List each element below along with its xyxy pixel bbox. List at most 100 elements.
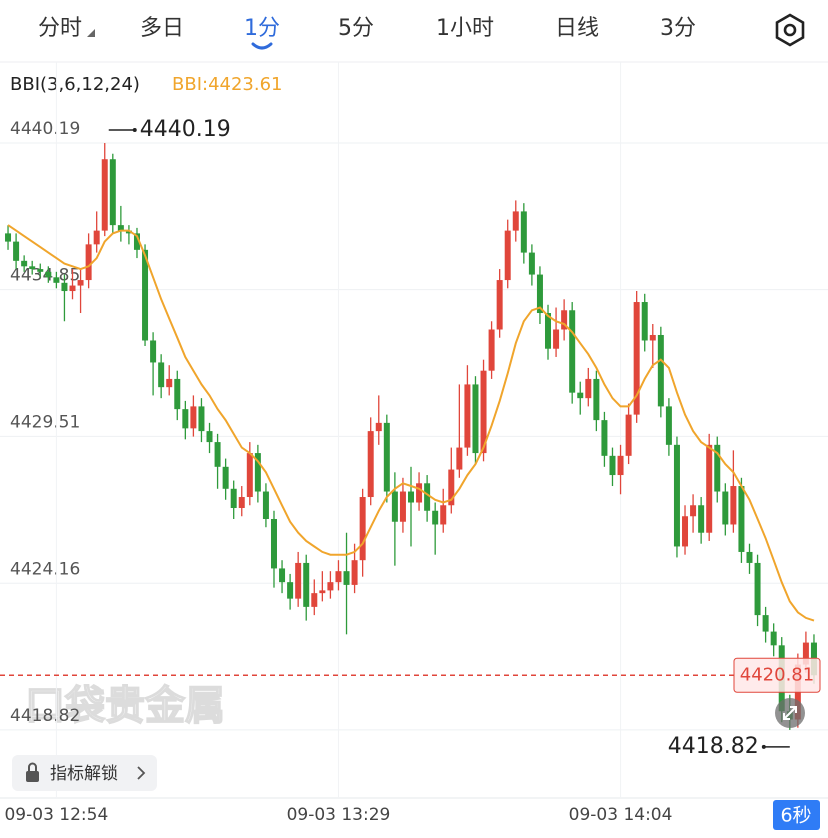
lock-body: [26, 771, 39, 782]
candle-body: [730, 486, 737, 525]
candle-body: [754, 562, 761, 616]
candle-body: [464, 384, 471, 448]
candle-body: [262, 491, 269, 519]
candle-body: [456, 447, 463, 470]
high-marker-label: 4440.19: [140, 117, 231, 142]
last-price-label: 4420.81: [740, 664, 814, 685]
candle-body: [416, 483, 423, 503]
badge-bg: [773, 800, 820, 830]
candle-body: [673, 444, 680, 547]
candle-body: [609, 455, 616, 476]
candle-body: [593, 378, 600, 421]
candle-body: [762, 615, 769, 632]
candle-body: [520, 211, 527, 253]
candle-body: [295, 562, 302, 599]
candle-body: [101, 159, 108, 231]
candle-body: [206, 431, 213, 443]
candle-body: [657, 334, 664, 407]
active-tab-indicator: [251, 42, 273, 50]
x-tick-label: 09-03 13:29: [287, 805, 391, 825]
candle-body: [45, 271, 52, 278]
candle-body: [279, 568, 286, 583]
candle-body: [93, 230, 100, 245]
candle-body: [617, 455, 624, 476]
candle-body: [367, 431, 374, 498]
dropdown-triangle: [87, 29, 95, 37]
candle-body: [714, 444, 721, 492]
candle-body: [13, 241, 20, 261]
candle-body: [287, 582, 294, 599]
candle-body: [311, 593, 318, 607]
candle-body: [214, 442, 221, 467]
tab[interactable]: 多日: [140, 16, 184, 41]
candle-body: [408, 491, 414, 503]
candle-body: [270, 518, 277, 569]
candle-body: [480, 370, 487, 454]
candle-body: [158, 362, 165, 388]
candle-body: [69, 285, 76, 292]
refresh-badge: 6秒: [773, 800, 820, 830]
candle-body: [641, 302, 648, 341]
candle-body: [432, 510, 439, 525]
lock-button[interactable]: 指标解锁: [12, 755, 157, 791]
candle-body: [706, 444, 713, 533]
settings-icon[interactable]: [775, 13, 805, 47]
settings-hexagon: [775, 13, 805, 47]
candle-body: [770, 631, 777, 646]
watermark: 口袋贵金属: [25, 683, 225, 729]
candle-body: [649, 334, 656, 341]
last-price-box: [733, 657, 821, 693]
candle-body: [553, 329, 560, 349]
candle-body: [335, 571, 342, 583]
tab[interactable]: 5分: [338, 16, 374, 41]
candle-body: [182, 409, 189, 429]
candle-body: [528, 252, 535, 275]
tab[interactable]: 1小时: [436, 16, 494, 41]
tab[interactable]: 日线: [555, 16, 599, 41]
candle-body: [125, 230, 132, 234]
candle-body: [53, 277, 60, 283]
candle-body: [625, 414, 632, 456]
candle-body: [690, 505, 697, 517]
candle-body: [222, 466, 229, 489]
candle-body: [802, 642, 809, 665]
candle-body: [230, 488, 237, 509]
candle-body: [5, 233, 12, 242]
lock-shackle: [28, 762, 37, 771]
indicator-name: BBI(3,6,12,24): [10, 74, 140, 95]
expand-icon[interactable]: [775, 698, 805, 728]
bbi-line: [7, 224, 815, 622]
candle-body: [536, 274, 543, 314]
candle-body: [166, 378, 173, 388]
settings-circle: [783, 23, 797, 37]
tab[interactable]: 分时: [38, 16, 82, 41]
candle-body: [254, 453, 261, 492]
candle-body: [190, 406, 197, 429]
candle-body: [633, 302, 640, 415]
candle-body: [665, 406, 672, 445]
candle-body: [504, 230, 511, 281]
candle-body: [319, 590, 326, 594]
candle-body: [133, 233, 140, 250]
indicator-value: BBI:4423.61: [172, 74, 283, 95]
candle-body: [117, 225, 124, 231]
candle-body: [391, 491, 398, 522]
tab[interactable]: 1分: [244, 16, 280, 41]
candle-body: [351, 560, 358, 585]
candle-body: [698, 505, 705, 533]
candle-body: [561, 310, 568, 330]
y-tick-label: 4440.19: [10, 119, 80, 139]
y-tick-label: 4434.85: [10, 266, 80, 286]
candle-body: [375, 422, 382, 432]
candle-body: [440, 505, 447, 525]
low-marker-label: 4418.82: [668, 734, 759, 759]
candle-body: [545, 313, 552, 349]
candle-body: [488, 329, 495, 371]
tab[interactable]: 3分: [660, 16, 696, 41]
candle-body: [303, 562, 310, 607]
candle-body: [246, 453, 253, 498]
candle-body: [399, 491, 406, 522]
candle-body: [496, 280, 503, 330]
